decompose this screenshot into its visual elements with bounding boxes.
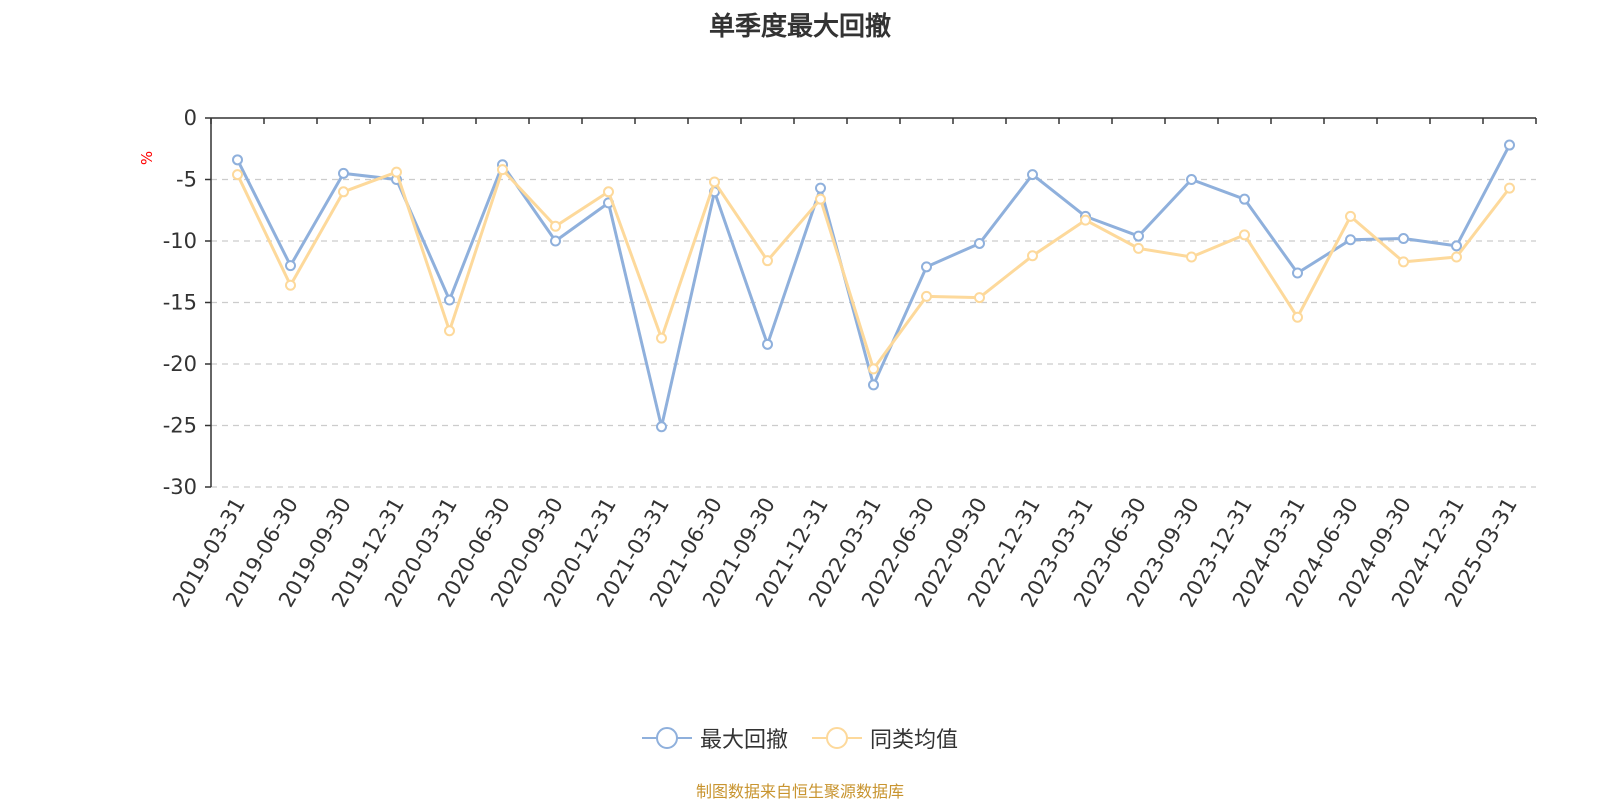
legend: 最大回撤 同类均值 [0,722,1600,754]
data-point[interactable] [550,220,561,232]
data-point[interactable] [1292,267,1303,279]
series-2 [232,164,1515,375]
legend-label-series-1: 最大回撤 [699,728,788,753]
data-point[interactable] [868,363,879,375]
data-point[interactable] [656,421,667,433]
y-tick-label: 0 [184,106,197,130]
data-point[interactable] [338,167,349,179]
data-point[interactable] [285,260,296,272]
chart-title: 单季度最大回撤 [708,12,891,42]
data-point[interactable] [1027,169,1038,181]
line-circle-icon [641,727,692,749]
data-point[interactable] [232,154,243,166]
data-point[interactable] [1186,251,1197,263]
data-point[interactable] [762,255,773,267]
data-point[interactable] [1133,230,1144,242]
legend-label-series-2: 同类均值 [870,728,959,753]
data-point[interactable] [1451,240,1462,252]
y-tick-label: -10 [163,229,197,253]
y-tick-label: -30 [163,475,197,499]
data-point[interactable] [1080,214,1091,226]
data-point[interactable] [1504,182,1515,194]
data-point[interactable] [709,176,720,188]
data-point[interactable] [868,379,879,391]
data-point[interactable] [550,235,561,247]
data-point[interactable] [1398,233,1409,245]
y-axis-unit-label: % [138,151,156,165]
data-point[interactable] [444,325,455,337]
data-point[interactable] [762,338,773,350]
y-tick-labels: 0 -5 -10 -15 -20 -25 -30 [163,106,197,499]
data-point[interactable] [497,164,508,176]
data-point[interactable] [1345,210,1356,222]
line-circle-icon [812,727,862,749]
source-note: 制图数据来自恒生聚源数据库 [695,782,904,801]
series-1 [232,139,1515,433]
axes [205,117,1537,488]
data-point[interactable] [1504,139,1515,151]
data-point[interactable] [1186,174,1197,185]
data-point[interactable] [974,292,985,304]
data-point[interactable] [285,279,296,291]
y-tick-label: -5 [176,168,197,192]
data-point[interactable] [1133,242,1144,254]
legend-item-series-2[interactable]: 同类均值 [812,722,958,754]
series-line [236,168,1511,371]
data-point[interactable] [815,182,826,194]
data-point[interactable] [1292,311,1303,323]
y-tick-label: -25 [163,414,197,438]
data-point[interactable] [603,186,614,198]
data-point[interactable] [1398,256,1409,268]
data-point[interactable] [656,332,667,344]
data-point[interactable] [232,169,243,181]
data-point[interactable] [391,166,402,178]
data-point[interactable] [815,193,826,205]
series-layer [232,139,1515,433]
data-point[interactable] [1345,234,1356,246]
data-point[interactable] [1027,250,1038,262]
data-point[interactable] [338,186,349,198]
x-tick-labels: 2019-03-312019-06-302019-09-302019-12-31… [168,494,1522,612]
data-point[interactable] [1451,251,1462,263]
data-point[interactable] [921,261,932,273]
data-point[interactable] [1239,229,1250,241]
data-point[interactable] [921,290,932,302]
y-tick-label: -15 [163,291,197,315]
data-point[interactable] [974,237,985,249]
grid-lines [211,178,1536,488]
y-tick-label: -20 [163,352,197,376]
data-point[interactable] [1239,193,1250,205]
data-point[interactable] [444,294,455,306]
legend-item-series-1[interactable]: 最大回撤 [641,722,788,754]
